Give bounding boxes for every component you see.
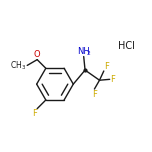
Text: F: F [92,90,97,99]
Text: 2: 2 [86,51,90,56]
Text: F: F [111,75,115,84]
Text: NH: NH [77,47,89,56]
Text: HCl: HCl [118,41,135,51]
Text: F: F [104,62,109,71]
Text: F: F [32,109,37,118]
Text: CH$_3$: CH$_3$ [10,59,27,72]
Text: O: O [34,50,40,59]
